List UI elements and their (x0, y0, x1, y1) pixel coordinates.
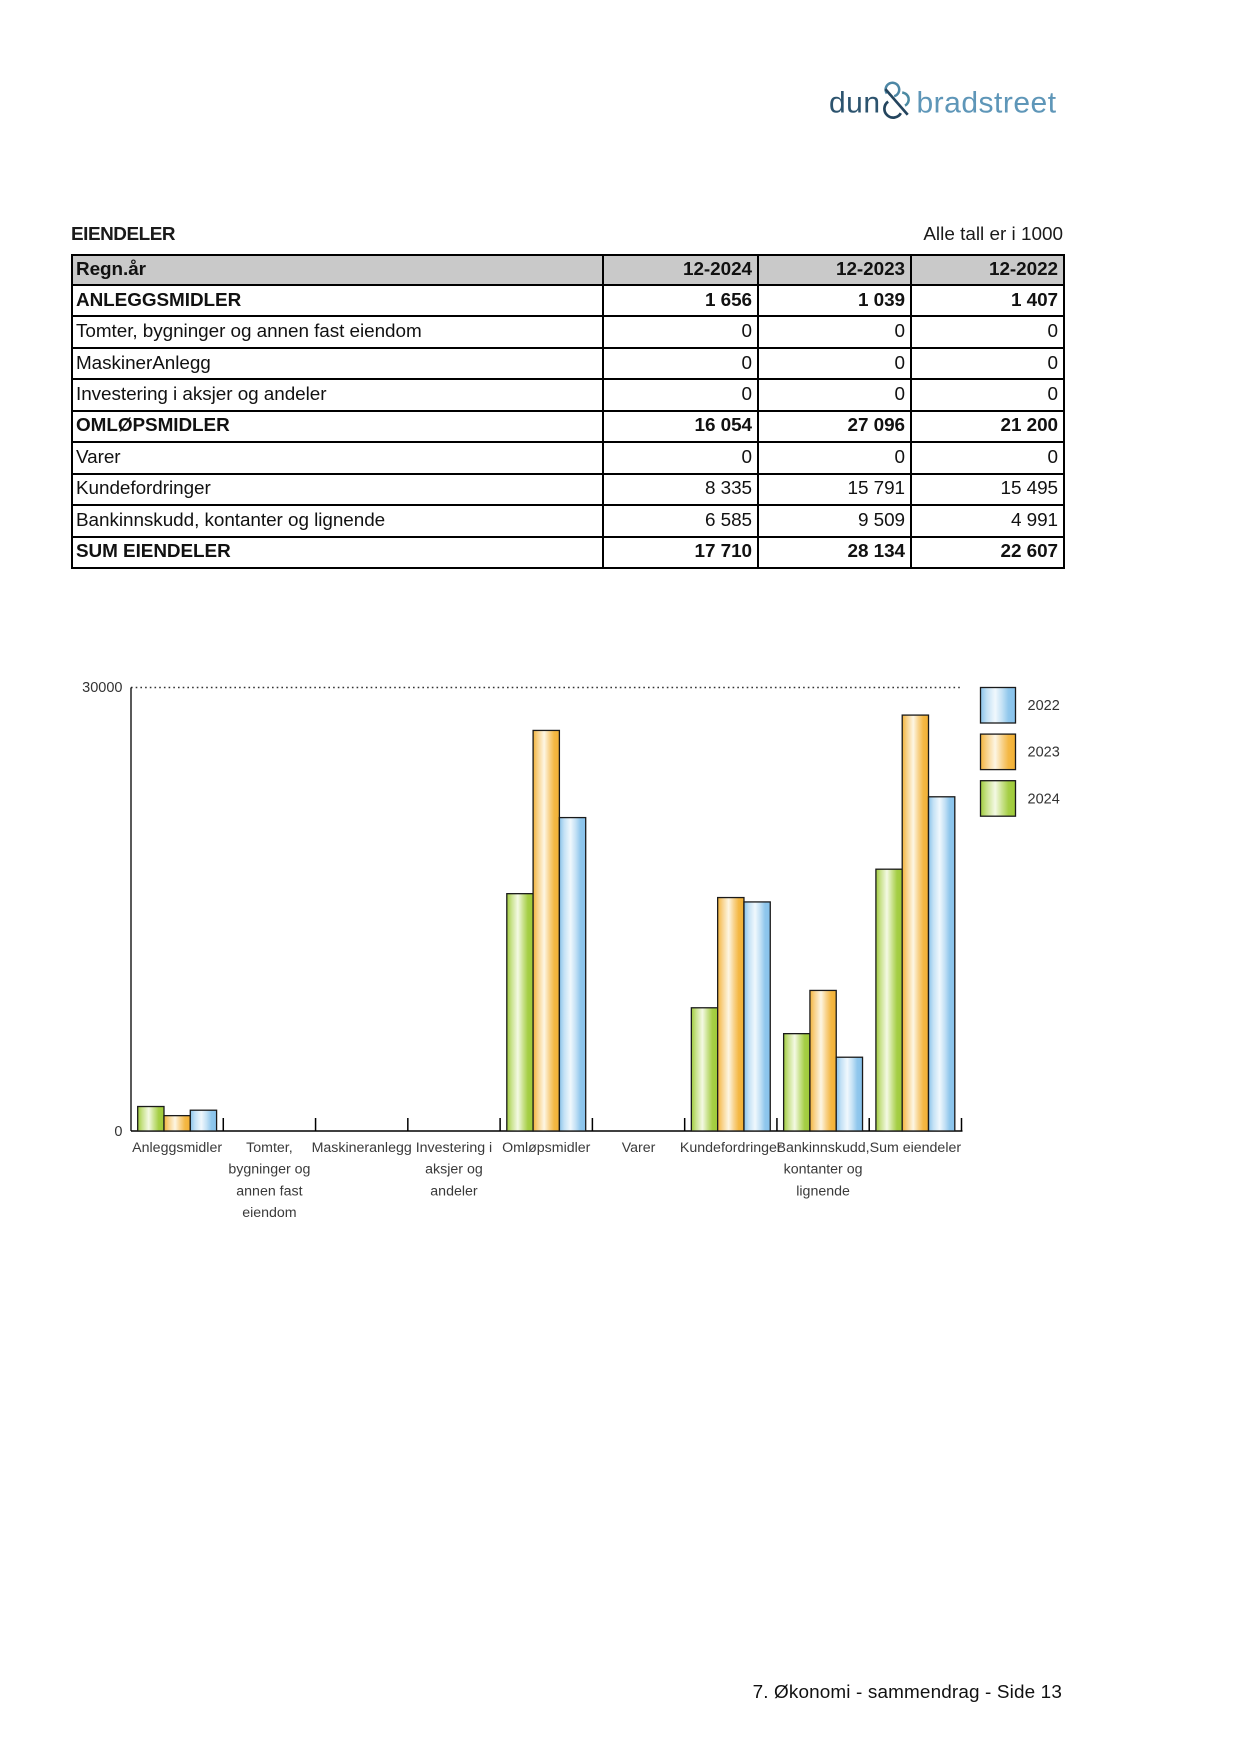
svg-text:aksjer og: aksjer og (425, 1162, 483, 1178)
svg-text:bradstreet: bradstreet (917, 86, 1057, 119)
svg-text:Maskineranlegg: Maskineranlegg (312, 1140, 412, 1156)
svg-text:Omløpsmidler: Omløpsmidler (502, 1140, 591, 1156)
svg-text:Kundefordringer: Kundefordringer (680, 1140, 782, 1156)
svg-text:bygninger og: bygninger og (228, 1162, 310, 1178)
svg-text:0: 0 (114, 1124, 122, 1140)
svg-text:dun: dun (829, 86, 881, 119)
svg-text:2022: 2022 (1028, 698, 1060, 714)
svg-text:eiendom: eiendom (242, 1205, 296, 1221)
svg-text:30000: 30000 (82, 680, 122, 696)
svg-text:Anleggsmidler: Anleggsmidler (132, 1140, 222, 1156)
svg-text:annen fast: annen fast (236, 1183, 302, 1199)
svg-text:Sum eiendeler: Sum eiendeler (870, 1140, 962, 1156)
svg-text:Bankinnskudd,: Bankinnskudd, (777, 1140, 870, 1156)
svg-text:Varer: Varer (622, 1140, 656, 1156)
svg-text:2023: 2023 (1028, 745, 1060, 761)
svg-text:Investering i: Investering i (416, 1140, 493, 1156)
svg-text:kontanter og: kontanter og (784, 1162, 863, 1178)
svg-text:Tomter,: Tomter, (246, 1140, 293, 1156)
svg-text:andeler: andeler (430, 1183, 478, 1199)
svg-text:2024: 2024 (1028, 791, 1060, 807)
svg-text:lignende: lignende (796, 1183, 850, 1199)
